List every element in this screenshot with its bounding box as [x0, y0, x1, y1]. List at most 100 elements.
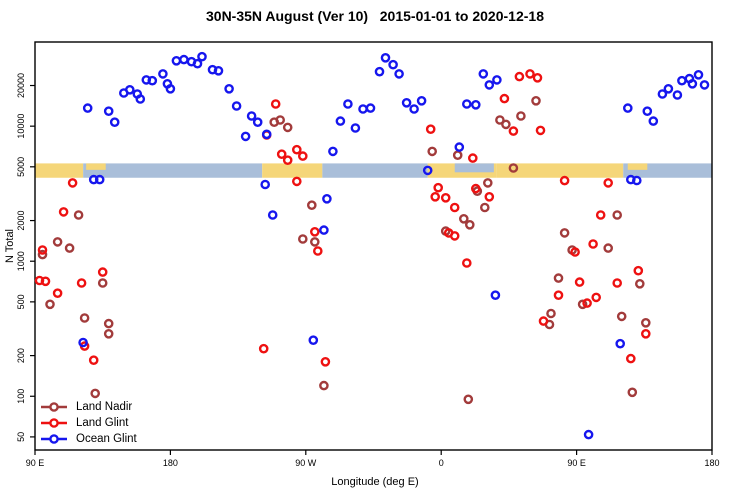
data-point — [425, 124, 436, 134]
data-point — [422, 165, 433, 176]
data-point — [64, 243, 75, 253]
data-point — [401, 98, 412, 108]
data-point — [657, 89, 668, 99]
data-point — [308, 335, 319, 346]
x-tick-label: 90 E — [567, 458, 586, 468]
data-point — [309, 237, 320, 247]
data-point — [612, 210, 623, 220]
data-point — [427, 146, 438, 157]
map-strip-ocean-segment — [83, 163, 263, 178]
data-point — [535, 125, 546, 136]
ocean-glint-marker-icon — [41, 434, 67, 444]
map-strip-land-patch — [86, 163, 106, 170]
legend-item-land-glint: Land Glint — [40, 415, 137, 431]
data-point — [583, 429, 594, 440]
data-point — [306, 200, 317, 210]
map-strip-land-patch — [627, 163, 648, 170]
land-glint-marker-icon — [41, 418, 67, 428]
data-point — [615, 338, 626, 349]
data-point — [275, 115, 286, 125]
data-point — [514, 71, 525, 82]
data-point — [252, 117, 263, 127]
data-point — [97, 267, 108, 277]
data-point — [588, 239, 598, 249]
data-point — [224, 84, 234, 94]
data-point — [297, 151, 308, 161]
data-point — [623, 103, 633, 113]
data-point — [449, 231, 460, 241]
data-point — [171, 56, 182, 66]
data-point — [663, 84, 674, 94]
data-point — [335, 116, 346, 126]
data-point — [482, 178, 493, 188]
data-point — [165, 84, 176, 94]
data-point — [88, 355, 99, 366]
y-tick-label: 200 — [16, 348, 26, 363]
data-point — [699, 80, 710, 90]
data-point — [291, 176, 302, 187]
map-strip-layer — [35, 163, 712, 178]
data-point — [261, 129, 272, 140]
data-point — [45, 299, 55, 310]
data-point — [109, 117, 120, 127]
data-point — [52, 237, 63, 247]
data-point — [37, 249, 48, 260]
y-tick-label: 50 — [16, 432, 26, 442]
data-point — [246, 111, 257, 121]
data-point — [508, 126, 519, 136]
data-point — [470, 100, 481, 110]
data-point — [240, 131, 251, 142]
data-point — [627, 387, 638, 398]
data-point — [103, 106, 114, 116]
data-point — [470, 183, 481, 194]
data-point — [358, 104, 368, 114]
x-axis-title: Longitude (deg E) — [331, 476, 419, 488]
data-point — [380, 53, 391, 63]
data-point — [595, 210, 606, 220]
data-point — [260, 179, 271, 190]
data-point — [635, 278, 645, 289]
x-tick-label: 90 W — [295, 458, 317, 468]
data-point — [52, 288, 63, 299]
x-tick-label: 180 — [704, 458, 719, 468]
data-point — [531, 96, 541, 106]
data-point — [591, 292, 602, 303]
data-point — [546, 308, 556, 319]
y-tick-label: 10000 — [16, 114, 26, 139]
data-point — [577, 299, 588, 310]
data-point — [641, 328, 651, 339]
data-point — [374, 66, 385, 77]
data-point — [458, 213, 469, 224]
y-tick-label: 2000 — [16, 211, 26, 231]
data-point — [687, 79, 698, 89]
data-point — [648, 116, 659, 126]
data-point — [484, 80, 495, 90]
data-point — [538, 316, 549, 326]
data-point — [467, 153, 478, 163]
x-tick-label: 180 — [163, 458, 178, 468]
data-point — [365, 103, 376, 113]
data-point — [40, 276, 51, 287]
data-point — [231, 101, 242, 111]
y-tick-label: 1000 — [16, 251, 26, 271]
data-point — [291, 144, 302, 155]
data-point — [559, 175, 570, 186]
data-point — [449, 202, 460, 213]
data-point — [282, 122, 293, 133]
data-point — [677, 75, 687, 86]
data-point — [82, 103, 93, 113]
data-point — [94, 174, 105, 185]
data-point — [461, 99, 472, 109]
data-point — [103, 318, 114, 329]
data-point — [616, 311, 627, 322]
data-point — [632, 175, 642, 186]
legend-label: Land Nadir — [76, 401, 133, 413]
legend-label: Land Glint — [76, 417, 129, 429]
data-point — [320, 356, 331, 367]
data-point — [213, 66, 224, 76]
legend-item-land-nadir: Land Nadir — [40, 399, 137, 415]
data-point — [67, 178, 78, 188]
data-point — [612, 278, 623, 288]
data-point — [90, 388, 100, 399]
